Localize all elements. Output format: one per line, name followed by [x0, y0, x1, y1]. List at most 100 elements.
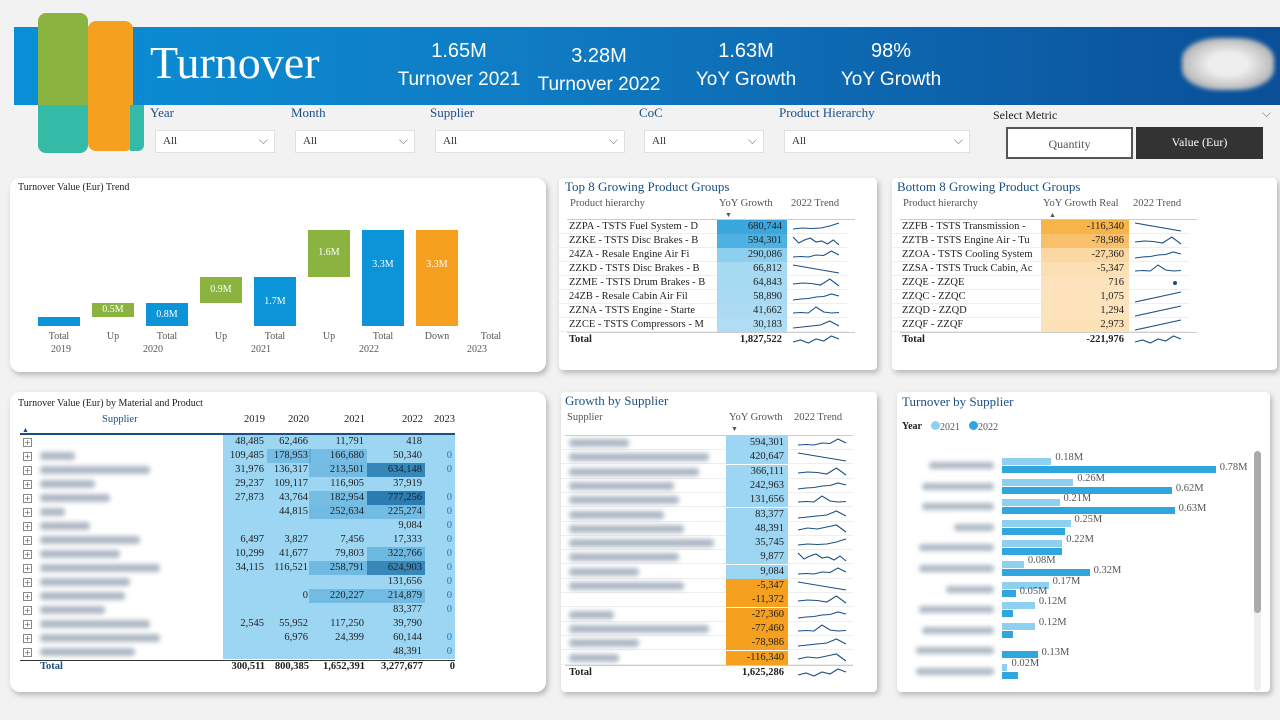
bar-2021[interactable] — [1002, 519, 1071, 527]
bar-2022[interactable] — [1002, 610, 1013, 618]
waterfall-bar-up[interactable]: 0.5M — [92, 302, 134, 318]
expand-icon[interactable]: + — [23, 508, 32, 517]
bar-2021[interactable] — [1002, 540, 1063, 548]
bar-2022[interactable] — [1002, 527, 1066, 535]
table-row[interactable]: ZZPA - TSTS Fuel System - D 680,744 — [559, 220, 847, 234]
column-header[interactable]: 2022 Trend — [794, 412, 843, 423]
table-row[interactable]: -5,347 — [561, 579, 853, 593]
filter-product-hierarchy-dropdown[interactable]: All ⌵ — [784, 130, 970, 153]
chevron-down-icon[interactable]: ⌵ — [1262, 106, 1272, 120]
waterfall-bar-total[interactable]: 3.3M — [362, 230, 404, 326]
waterfall-bar-total[interactable]: 1.7M — [254, 276, 296, 326]
table-row[interactable]: ZZTB - TSTS Engine Air - Tu -78,986 — [892, 234, 1189, 248]
table-row[interactable]: 35,745 — [561, 536, 853, 551]
legend-2022[interactable]: 2022 — [969, 421, 998, 433]
table-row[interactable]: 242,963 — [561, 478, 853, 493]
legend-2021[interactable]: 2021 — [931, 421, 960, 433]
expand-icon[interactable]: + — [23, 620, 32, 629]
filter-year-dropdown[interactable]: All ⌵ — [155, 130, 275, 153]
table-row[interactable]: ZZSA - TSTS Truck Cabin, Ac -5,347 — [892, 262, 1189, 276]
waterfall-bar-up[interactable]: 1.6M — [308, 230, 350, 277]
bar-2021[interactable] — [1002, 622, 1035, 630]
table-row[interactable]: -27,360 — [561, 607, 853, 622]
column-header-sorted[interactable]: YoY Growth — [729, 412, 783, 423]
filter-month-dropdown[interactable]: All ⌵ — [295, 130, 415, 153]
column-header[interactable]: Product hierarchy — [570, 198, 645, 209]
bar-2022[interactable] — [1002, 651, 1038, 659]
table-row[interactable]: ZZFB - TSTS Transmission - -116,340 — [892, 220, 1189, 234]
expand-icon[interactable]: + — [23, 522, 32, 531]
bar-2021[interactable] — [1002, 478, 1074, 486]
column-header[interactable]: 2022 Trend — [1133, 198, 1182, 209]
expand-icon[interactable]: + — [23, 494, 32, 503]
expand-icon[interactable]: + — [23, 648, 32, 657]
bar-2022[interactable] — [1002, 630, 1013, 638]
bar-2022[interactable] — [1002, 569, 1090, 576]
column-header[interactable]: Supplier — [567, 412, 603, 423]
expand-icon[interactable]: + — [23, 634, 32, 643]
expand-icon[interactable]: + — [23, 452, 32, 461]
bar-2021[interactable] — [1002, 581, 1049, 589]
table-row[interactable]: ZZOA - TSTS Cooling System -27,360 — [892, 248, 1189, 262]
bar-2022[interactable] — [1002, 672, 1019, 679]
table-row[interactable]: 131,656 — [561, 493, 853, 508]
bar-2021[interactable] — [1002, 499, 1060, 507]
waterfall-bar-total[interactable]: 0.8M — [146, 302, 188, 326]
column-header-year[interactable]: 2020 — [288, 414, 309, 425]
table-row[interactable]: 24ZB - Resale Cabin Air Fil 58,890 — [559, 290, 847, 304]
column-header-year[interactable]: 2021 — [344, 414, 365, 425]
expand-icon[interactable]: + — [23, 536, 32, 545]
table-row[interactable]: 366,111 — [561, 464, 853, 479]
bar-2021[interactable] — [1002, 458, 1052, 465]
column-header[interactable]: 2022 Trend — [791, 198, 840, 209]
table-row[interactable]: -11,372 — [561, 593, 853, 608]
bar-2022[interactable] — [1002, 507, 1175, 515]
column-header[interactable]: Product hierarchy — [903, 198, 978, 209]
table-row[interactable]: -77,460 — [561, 621, 853, 636]
expand-icon[interactable]: + — [23, 606, 32, 615]
expand-icon[interactable]: + — [23, 592, 32, 601]
table-row[interactable]: 420,647 — [561, 450, 853, 465]
column-header-year[interactable]: 2022 — [402, 414, 423, 425]
table-row[interactable]: ZZQF - ZZQF 2,973 — [892, 318, 1189, 332]
bar-2022[interactable] — [1002, 466, 1216, 473]
expand-icon[interactable]: + — [23, 480, 32, 489]
table-row[interactable]: 24ZA - Resale Engine Air Fi 290,086 — [559, 248, 847, 262]
scrollbar-thumb[interactable] — [1254, 451, 1261, 613]
expand-icon[interactable]: + — [23, 564, 32, 573]
table-row[interactable]: ZZNA - TSTS Engine - Starte 41,662 — [559, 304, 847, 318]
filter-supplier-dropdown[interactable]: All ⌵ — [435, 130, 625, 153]
table-row[interactable]: 9,084 — [561, 564, 853, 579]
table-row[interactable]: -78,986 — [561, 636, 853, 651]
column-header-supplier[interactable]: Supplier — [102, 414, 138, 425]
table-row[interactable]: 9,877 — [561, 550, 853, 565]
table-row[interactable]: ZZQE - ZZQE 716 — [892, 276, 1189, 290]
table-row[interactable]: ZZQD - ZZQD 1,294 — [892, 304, 1189, 318]
bar-2022[interactable] — [1002, 589, 1016, 597]
table-row[interactable]: 48,391 — [561, 521, 853, 536]
column-header-year[interactable]: 2019 — [244, 414, 265, 425]
waterfall-bar-total[interactable] — [38, 317, 80, 326]
expand-icon[interactable]: + — [23, 438, 32, 447]
expand-icon[interactable]: + — [23, 466, 32, 475]
table-row[interactable]: -116,340 — [561, 650, 853, 665]
scrollbar[interactable] — [1254, 451, 1261, 691]
table-row[interactable]: 83,377 — [561, 507, 853, 522]
bar-2021[interactable] — [1002, 561, 1024, 568]
column-header-sorted[interactable]: YoY Growth — [719, 198, 773, 209]
table-row[interactable]: 594,301 — [561, 436, 853, 450]
expand-icon[interactable]: + — [23, 550, 32, 559]
table-row[interactable]: ZZQC - ZZQC 1,075 — [892, 290, 1189, 304]
expand-icon[interactable]: + — [23, 578, 32, 587]
waterfall-bar-up[interactable]: 0.9M — [200, 276, 242, 303]
table-row[interactable]: ZZKE - TSTS Disc Brakes - B 594,301 — [559, 234, 847, 248]
bar-2022[interactable] — [1002, 548, 1063, 556]
bar-2022[interactable] — [1002, 486, 1172, 494]
metric-quantity-button[interactable]: Quantity — [1006, 127, 1133, 159]
metric-value-button[interactable]: Value (Eur) — [1136, 127, 1263, 159]
bar-2021[interactable] — [1002, 602, 1035, 610]
column-header-year[interactable]: 2023 — [434, 414, 455, 425]
bar-2021[interactable] — [1002, 664, 1008, 671]
column-header-sorted[interactable]: YoY Growth Real — [1043, 198, 1119, 209]
table-row[interactable]: ZZME - TSTS Drum Brakes - B 64,843 — [559, 276, 847, 290]
